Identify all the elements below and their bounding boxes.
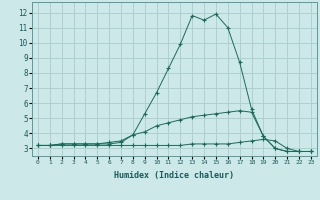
X-axis label: Humidex (Indice chaleur): Humidex (Indice chaleur)	[115, 171, 234, 180]
